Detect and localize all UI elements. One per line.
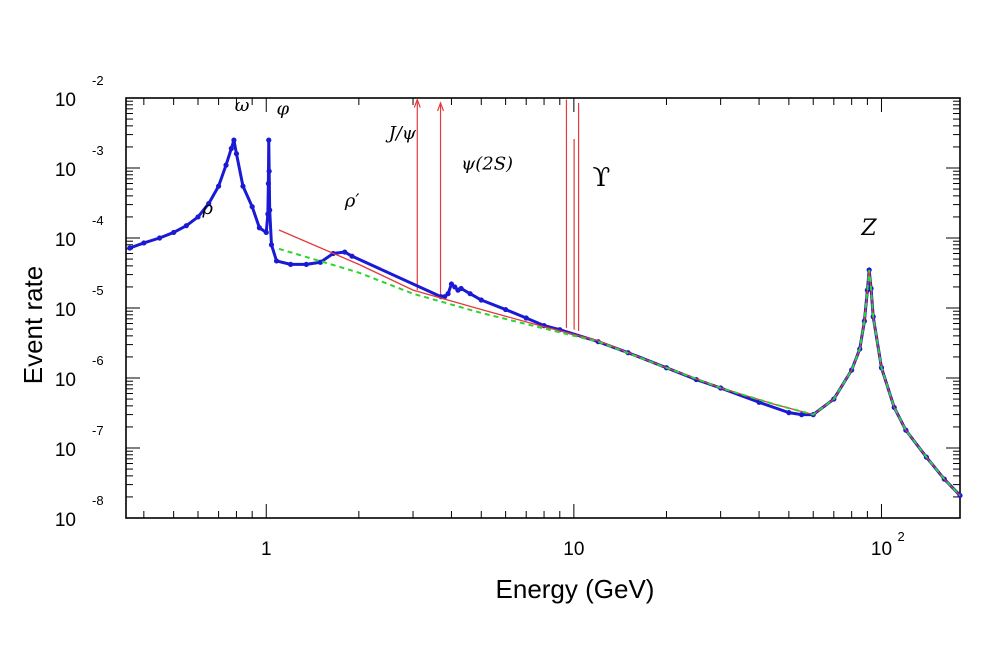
data-point bbox=[503, 306, 509, 313]
resonance-arrowhead bbox=[413, 97, 421, 108]
peak-annotation: ψ(2S) bbox=[461, 154, 513, 175]
peak-annotation: ρ bbox=[201, 198, 213, 219]
data-point bbox=[156, 235, 163, 241]
y-tick-label-exponent: -4 bbox=[92, 213, 104, 228]
data-point bbox=[478, 297, 484, 303]
x-axis-title: Energy (GeV) bbox=[496, 574, 655, 604]
y-tick-label: 10 bbox=[55, 160, 76, 181]
data-point bbox=[441, 294, 448, 300]
data-point bbox=[452, 284, 458, 290]
data-point bbox=[303, 261, 309, 267]
data-point bbox=[256, 225, 262, 231]
data-point bbox=[523, 315, 529, 321]
data-trace-0 bbox=[129, 138, 962, 497]
data-point bbox=[268, 242, 275, 248]
data-layer bbox=[127, 97, 963, 499]
resonance-arrowhead bbox=[436, 101, 445, 112]
data-point bbox=[231, 137, 237, 143]
data-point bbox=[349, 253, 355, 259]
data-point bbox=[266, 168, 272, 174]
plot-frame bbox=[125, 97, 961, 519]
x-tick-label: 10 bbox=[871, 539, 892, 560]
y-tick-label: 10 bbox=[55, 230, 76, 251]
data-point bbox=[317, 259, 324, 265]
data-point bbox=[342, 249, 348, 255]
data-point bbox=[206, 201, 212, 207]
y-tick-label: 10 bbox=[55, 90, 76, 111]
data-point bbox=[223, 162, 229, 168]
data-point bbox=[266, 137, 272, 143]
y-tick-label: 10 bbox=[55, 300, 76, 321]
x-tick-label: 1 bbox=[261, 539, 272, 560]
x-tick-label-exponent: 2 bbox=[897, 529, 904, 544]
data-point bbox=[786, 410, 792, 416]
data-point bbox=[445, 291, 451, 297]
data-point bbox=[799, 412, 805, 418]
data-point bbox=[467, 291, 473, 297]
y-tick-label-exponent: -5 bbox=[92, 283, 104, 298]
x-tick-label: 10 bbox=[563, 539, 584, 560]
data-point bbox=[288, 261, 294, 267]
data-point bbox=[183, 223, 189, 229]
y-tick-label-exponent: -3 bbox=[92, 143, 104, 158]
peak-annotation: J/ψ bbox=[385, 123, 417, 144]
data-point bbox=[267, 207, 273, 213]
y-tick-label: 10 bbox=[55, 440, 76, 461]
data-point bbox=[265, 180, 271, 187]
peak-annotation: ϒ bbox=[593, 163, 611, 193]
fit-curve-dashed bbox=[278, 247, 961, 497]
y-axis-title: Event rate bbox=[18, 266, 48, 385]
data-point bbox=[249, 204, 255, 210]
data-point bbox=[263, 229, 269, 236]
data-point bbox=[273, 258, 280, 264]
data-point bbox=[240, 183, 246, 189]
data-point bbox=[171, 229, 177, 236]
y-tick-label-exponent: -6 bbox=[92, 353, 104, 368]
axis-ticks: 1 10 10 2 10 -2 10 -3 10 -4 10 -5 10 -6 10 -7 10 -8 bbox=[55, 73, 960, 560]
peak-annotation: ω bbox=[235, 95, 250, 116]
data-point bbox=[216, 183, 222, 189]
data-point bbox=[228, 145, 234, 152]
y-tick-label: 10 bbox=[55, 510, 76, 531]
annotations-layer: ω φ ρ ρ′ J/ψ ψ(2S) ϒ Z bbox=[201, 95, 877, 241]
peak-annotation: φ bbox=[277, 99, 290, 120]
data-point bbox=[233, 151, 240, 157]
data-point bbox=[265, 211, 271, 217]
y-tick-label: 10 bbox=[55, 370, 76, 391]
y-tick-label-exponent: -8 bbox=[92, 493, 104, 508]
data-point bbox=[141, 240, 147, 246]
peak-annotation: Z bbox=[860, 216, 877, 241]
data-point bbox=[127, 245, 133, 251]
peak-annotation: ρ′ bbox=[344, 191, 360, 212]
data-point bbox=[458, 285, 464, 292]
y-tick-label-exponent: -2 bbox=[92, 73, 104, 88]
y-tick-label-exponent: -7 bbox=[92, 423, 104, 438]
data-point bbox=[195, 214, 201, 220]
